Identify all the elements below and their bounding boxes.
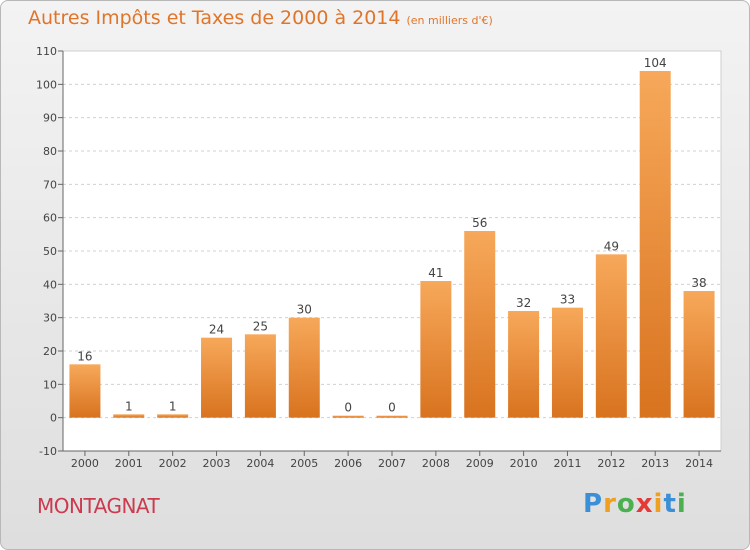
x-tick-label: 2011: [553, 457, 581, 470]
data-label: 41: [428, 266, 443, 280]
y-tick-label: 40: [43, 278, 57, 291]
y-tick-label: 50: [43, 245, 57, 258]
bar: [113, 414, 145, 418]
logo-letter: o: [616, 489, 636, 519]
data-label: 56: [472, 216, 487, 230]
y-tick-label: 60: [43, 212, 57, 225]
logo-letter: r: [603, 489, 617, 519]
bar: [639, 71, 671, 418]
x-tick-label: 2002: [159, 457, 187, 470]
bar: [157, 414, 189, 418]
data-label: 32: [516, 296, 531, 310]
x-tick-label: 2014: [685, 457, 713, 470]
data-label: 49: [604, 239, 619, 253]
logo-letter: i: [676, 489, 687, 519]
data-label: 24: [209, 323, 224, 337]
x-tick-label: 2004: [246, 457, 274, 470]
y-tick-label: 80: [43, 145, 57, 158]
commune-name: MONTAGNAT: [37, 494, 160, 518]
data-label: 33: [560, 293, 575, 307]
x-tick-label: 2006: [334, 457, 362, 470]
y-tick-label: 20: [43, 345, 57, 358]
data-label: 0: [344, 401, 352, 415]
data-label: 38: [691, 276, 706, 290]
y-tick-label: 0: [50, 412, 57, 425]
bar: [595, 254, 627, 418]
y-tick-label: 30: [43, 312, 57, 325]
data-label: 16: [77, 349, 92, 363]
x-tick-label: 2007: [378, 457, 406, 470]
logo-letter: P: [583, 489, 604, 519]
data-label: 1: [125, 399, 133, 413]
bar: [376, 415, 408, 418]
bar: [683, 291, 715, 418]
bar: [508, 311, 540, 418]
logo-letter: x: [635, 489, 654, 519]
bar: [420, 281, 452, 418]
chart-subtitle: (en milliers d'€): [406, 14, 493, 27]
proxiti-logo: Proxiti: [583, 489, 687, 519]
y-tick-label: 100: [36, 78, 57, 91]
bar: [201, 337, 233, 418]
y-tick-label: 10: [43, 378, 57, 391]
data-label: 1: [169, 399, 177, 413]
chart-title: Autres Impôts et Taxes de 2000 à 2014: [28, 7, 401, 29]
data-label: 104: [644, 56, 667, 70]
bar: [332, 415, 364, 418]
x-tick-label: 2012: [597, 457, 625, 470]
bar: [464, 231, 496, 418]
bar: [288, 317, 320, 418]
x-tick-label: 2013: [641, 457, 669, 470]
chart-title-block: Autres Impôts et Taxes de 2000 à 2014 (en…: [28, 7, 493, 29]
bar: [244, 334, 276, 418]
x-tick-label: 2005: [290, 457, 318, 470]
x-tick-label: 2000: [71, 457, 99, 470]
data-label: 30: [297, 303, 312, 317]
bar: [69, 364, 101, 418]
logo-letter: i: [653, 489, 664, 519]
x-tick-label: 2008: [422, 457, 450, 470]
x-tick-label: 2001: [115, 457, 143, 470]
data-label: 0: [388, 401, 396, 415]
bar: [551, 307, 583, 418]
x-tick-label: 2010: [510, 457, 538, 470]
y-tick-label: 110: [36, 45, 57, 58]
x-tick-label: 2009: [466, 457, 494, 470]
x-tick-label: 2003: [203, 457, 231, 470]
y-tick-label: 90: [43, 112, 57, 125]
y-tick-label: 70: [43, 178, 57, 191]
y-tick-label: -10: [39, 445, 57, 458]
logo-letter: t: [663, 489, 677, 519]
data-label: 25: [253, 319, 268, 333]
